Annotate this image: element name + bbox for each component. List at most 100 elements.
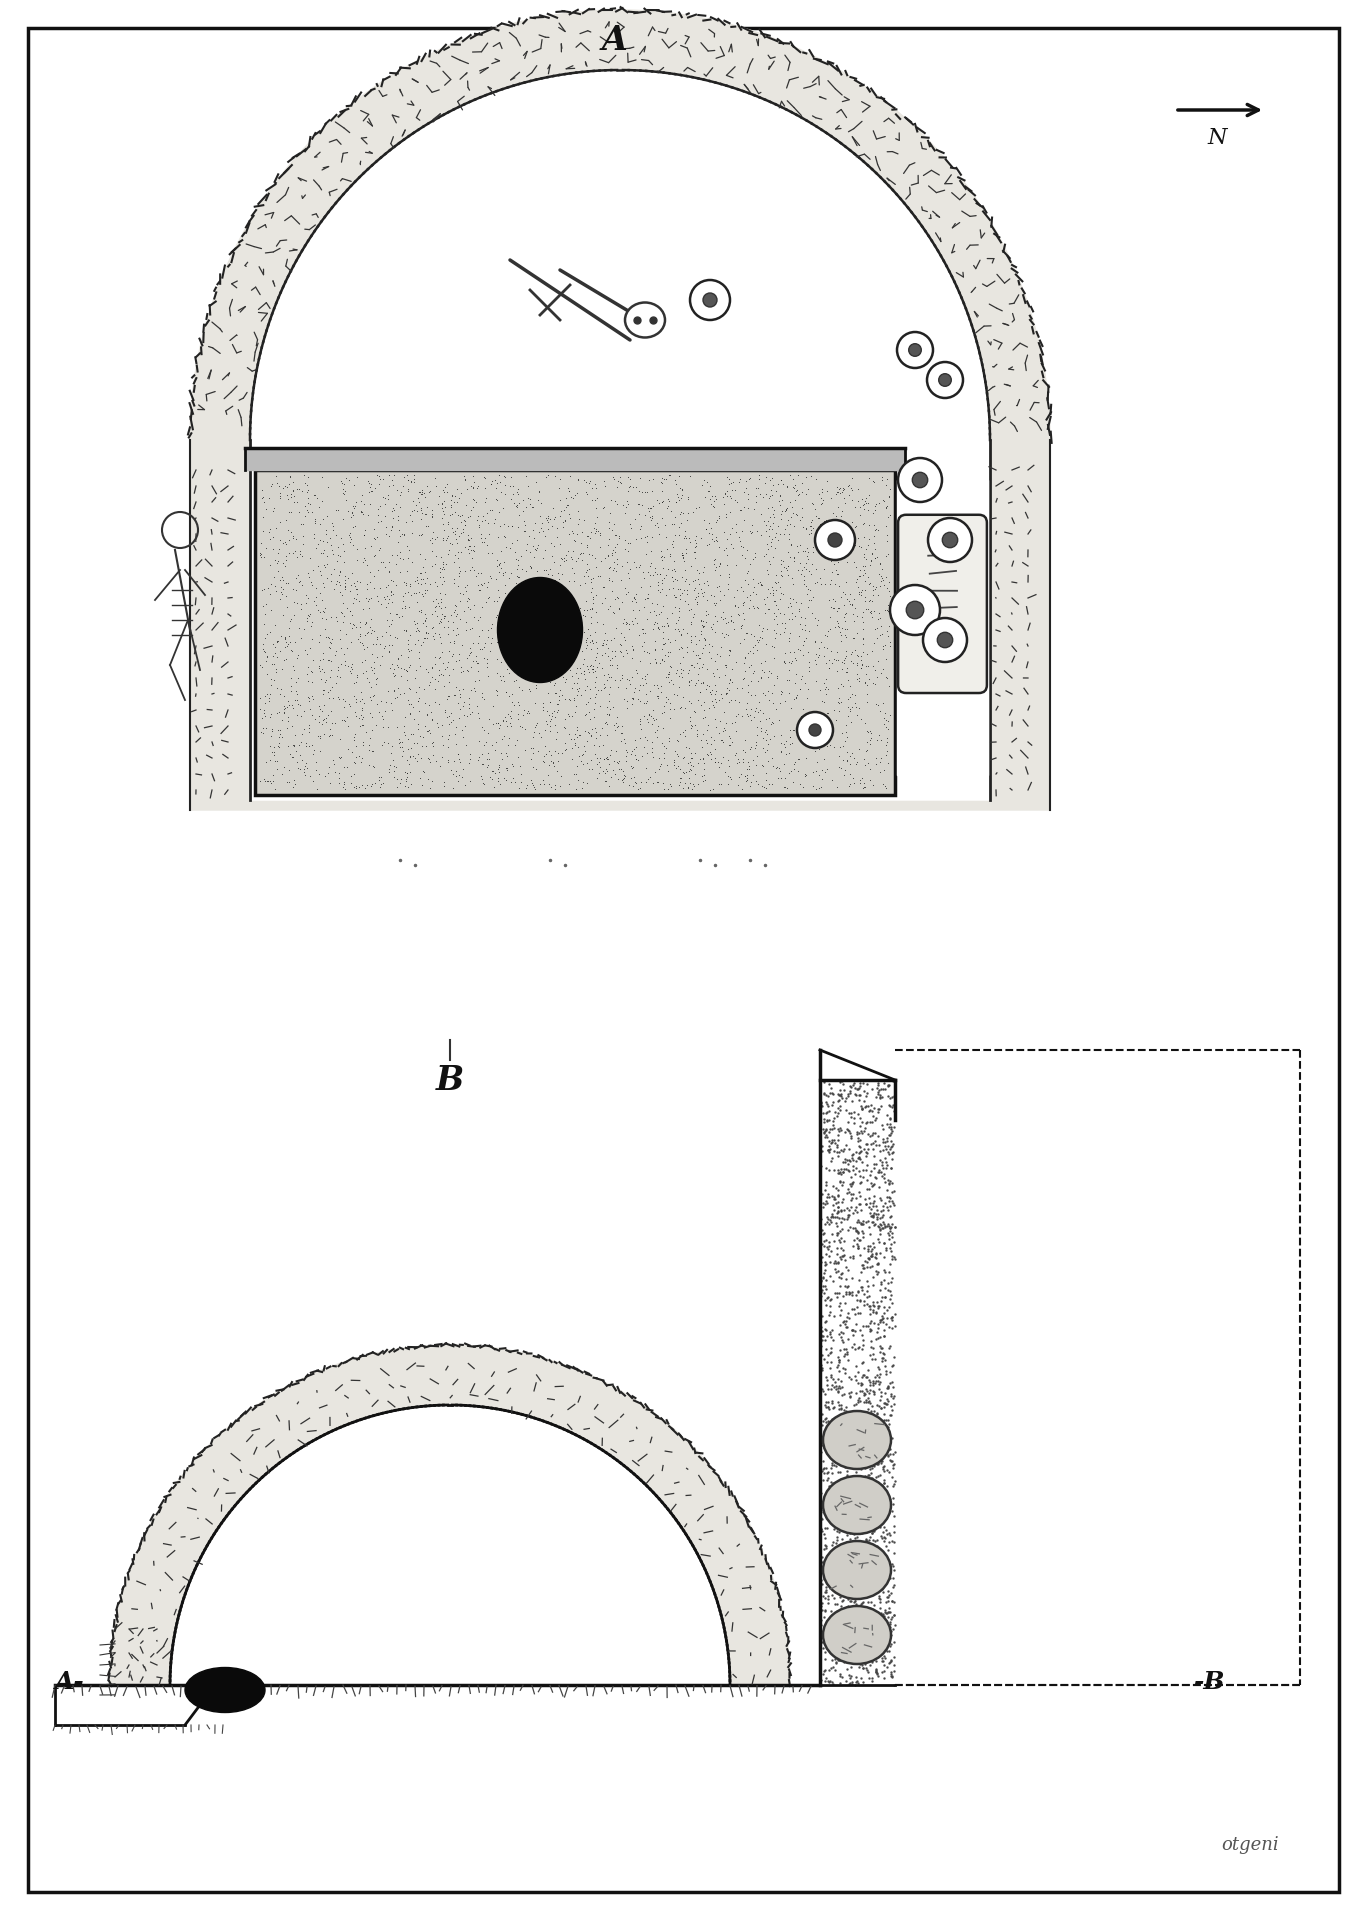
Point: [656, 749, 678, 780]
Point: [745, 693, 767, 724]
Point: [545, 607, 567, 637]
Point: [735, 618, 757, 649]
Point: [681, 774, 703, 804]
Point: [372, 768, 394, 799]
Point: [876, 490, 898, 520]
Point: [789, 674, 811, 705]
Point: [759, 703, 781, 733]
Point: [670, 497, 692, 528]
Point: [622, 636, 644, 666]
Point: [377, 588, 399, 618]
Point: [388, 728, 410, 758]
Point: [433, 566, 455, 597]
Point: [308, 595, 329, 626]
Point: [433, 515, 455, 545]
Point: [603, 710, 625, 741]
Point: [774, 515, 796, 545]
Point: [852, 597, 874, 628]
Point: [827, 492, 849, 522]
Point: [660, 555, 682, 586]
Point: [636, 668, 658, 699]
Point: [476, 482, 498, 513]
Point: [566, 478, 588, 509]
Point: [488, 557, 510, 588]
Point: [686, 555, 708, 586]
Point: [752, 622, 774, 653]
Point: [869, 611, 891, 641]
Point: [462, 555, 484, 586]
Point: [790, 662, 812, 693]
Point: [720, 467, 742, 497]
Point: [853, 628, 875, 659]
Point: [585, 637, 607, 668]
Point: [644, 557, 666, 588]
Point: [813, 641, 835, 672]
Point: [506, 639, 528, 670]
Point: [778, 626, 800, 657]
Point: [379, 611, 401, 641]
Point: [381, 511, 403, 541]
Point: [750, 647, 772, 678]
Point: [396, 664, 418, 695]
Point: [585, 493, 607, 524]
Point: [599, 693, 621, 724]
Point: [276, 691, 298, 722]
Point: [692, 611, 714, 641]
Point: [596, 708, 618, 739]
Point: [253, 695, 275, 726]
Point: [637, 520, 659, 551]
Point: [433, 695, 455, 726]
Point: [329, 724, 351, 755]
Point: [395, 616, 417, 647]
Point: [621, 630, 642, 660]
Point: [499, 701, 521, 732]
Point: [308, 701, 329, 732]
Point: [545, 651, 567, 682]
Point: [312, 486, 334, 516]
Point: [401, 689, 422, 720]
Point: [615, 609, 637, 639]
Point: [782, 645, 804, 676]
Point: [525, 536, 547, 566]
Point: [286, 472, 308, 503]
Point: [607, 764, 629, 795]
Point: [387, 474, 409, 505]
Point: [344, 684, 366, 714]
Point: [351, 497, 373, 528]
Point: [396, 634, 418, 664]
Point: [569, 503, 591, 534]
Point: [805, 756, 827, 787]
Point: [815, 672, 837, 703]
Point: [515, 647, 537, 678]
Point: [411, 474, 433, 505]
Point: [340, 653, 362, 684]
Point: [879, 474, 901, 505]
Point: [796, 540, 817, 570]
Point: [287, 689, 309, 720]
Point: [472, 501, 493, 532]
Point: [477, 614, 499, 645]
Point: [619, 470, 641, 501]
Point: [696, 714, 718, 745]
Point: [838, 586, 860, 616]
Point: [817, 616, 839, 647]
Point: [509, 655, 530, 685]
Point: [582, 628, 604, 659]
Point: [712, 716, 734, 747]
Point: [391, 639, 413, 670]
Point: [805, 774, 827, 804]
Point: [642, 695, 664, 726]
Point: [459, 766, 481, 797]
Point: [280, 676, 302, 707]
Point: [354, 609, 376, 639]
Point: [314, 707, 336, 737]
Point: [763, 643, 785, 674]
Point: [403, 465, 425, 495]
Point: [510, 766, 532, 797]
Point: [406, 568, 428, 599]
Point: [731, 733, 753, 764]
Point: [797, 538, 819, 568]
Point: [547, 695, 569, 726]
Point: [763, 720, 785, 751]
Point: [627, 551, 649, 582]
